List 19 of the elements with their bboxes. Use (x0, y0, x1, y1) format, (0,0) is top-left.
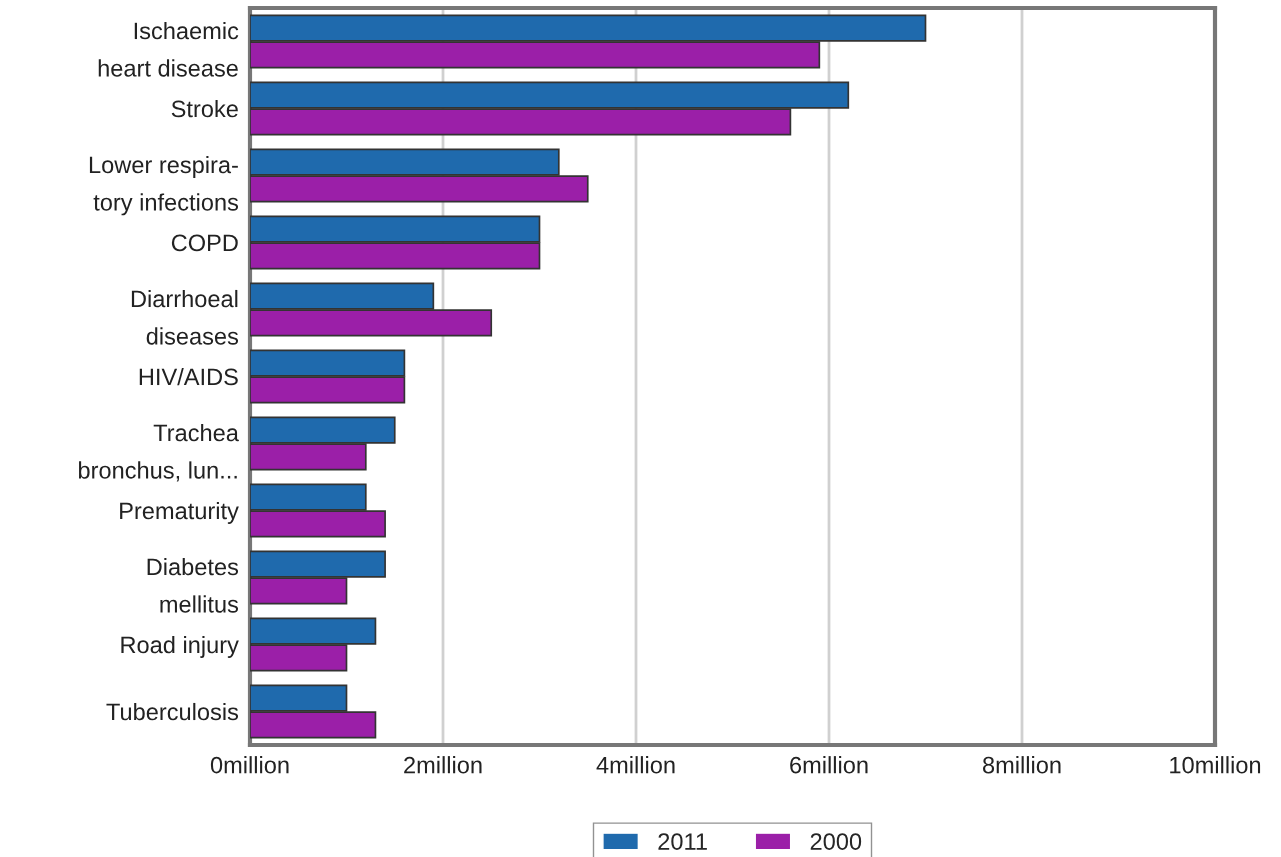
y-tick-label: HIV/AIDS (139, 367, 238, 386)
y-tick-label: Ischaemic heart disease (98, 21, 239, 77)
y-tick-label: COPD (171, 234, 238, 252)
y-tick-label: Prematurity (120, 501, 239, 524)
y-tick-label: Stroke (171, 99, 238, 118)
legend-label: 2000 (810, 833, 862, 850)
x-tick-label: 8million (983, 756, 1061, 774)
x-tick-label: 4million (596, 756, 675, 774)
x-tick-label: 2million (404, 756, 482, 774)
x-tick-label: 10million (1170, 756, 1261, 774)
x-tick-label: 0million (210, 756, 289, 774)
y-tick-label: Diabetes mellitus (147, 557, 239, 613)
y-tick-label: Tuberculosis (106, 702, 239, 721)
y-tick-label: Lower respira- tory infections (89, 155, 239, 216)
y-tick-label: Trachea bronchus, lun... (78, 423, 239, 482)
x-tick-label: 6million (790, 756, 868, 774)
y-tick-label: Road injury (121, 635, 239, 658)
legend-label: 2011 (658, 833, 707, 850)
y-tick-label: Diarrhoeal diseases (131, 289, 239, 345)
